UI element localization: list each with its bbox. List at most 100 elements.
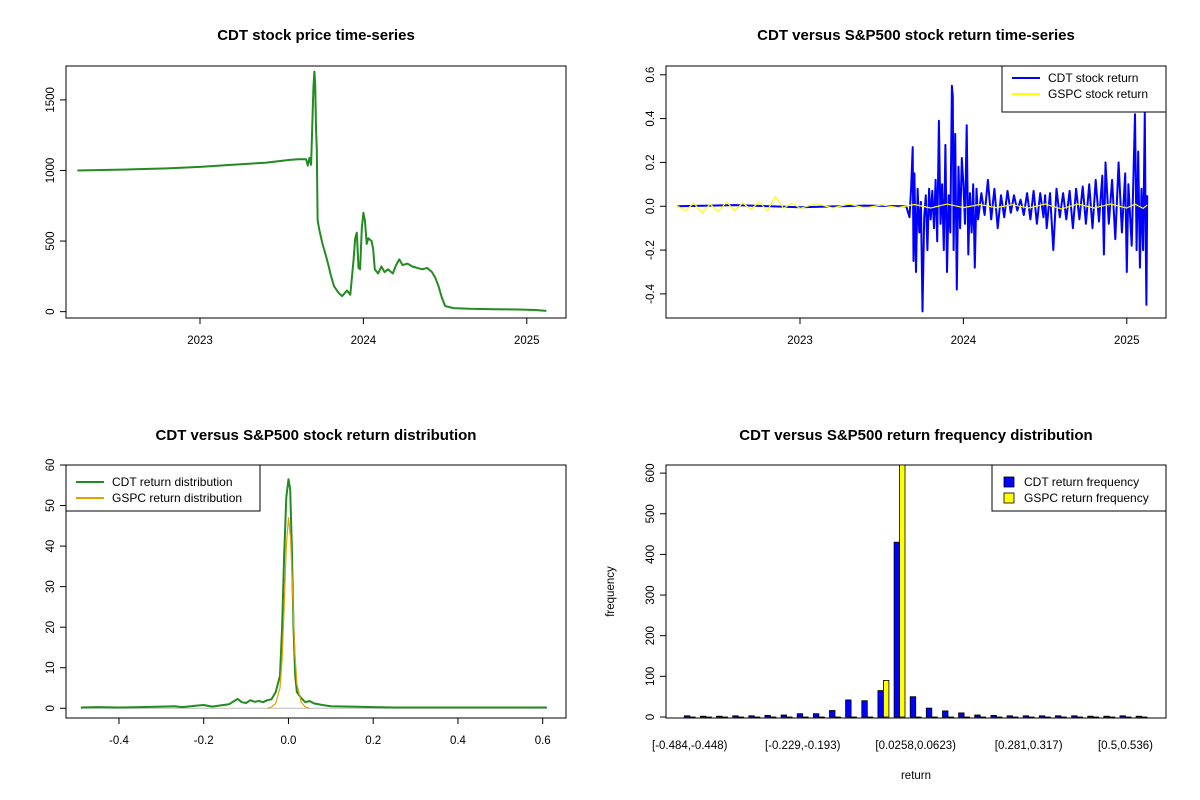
x-tick-label: 2025 — [514, 335, 540, 347]
gspc-return-series-line — [677, 195, 1148, 214]
gspc-frequency-bar — [786, 716, 793, 718]
y-tick-label: 1500 — [45, 87, 57, 113]
cdt-frequency-bar — [974, 714, 981, 718]
x-tick-label: 2024 — [951, 335, 977, 347]
gspc-frequency-bar — [979, 716, 987, 718]
cdt-frequency-bar — [780, 714, 787, 718]
gspc-frequency-bar — [1108, 716, 1116, 718]
y-tick-label: 30 — [45, 580, 57, 593]
y-tick-label: 400 — [645, 545, 657, 564]
y-tick-label: 200 — [645, 626, 657, 645]
gspc-frequency-bar — [915, 716, 922, 718]
y-tick-label: 300 — [645, 585, 657, 604]
gspc-frequency-bar — [1028, 716, 1035, 718]
cdt-frequency-bar — [893, 541, 900, 718]
y-tick-label: -0.4 — [645, 283, 657, 303]
legend-returns: CDT stock return GSPC stock return — [1001, 65, 1167, 113]
cdt-frequency-bar — [1071, 715, 1078, 718]
y-tick-label: 1000 — [45, 158, 57, 184]
gspc-frequency-bar — [947, 716, 954, 718]
y-axis-title: frequency — [605, 566, 617, 617]
gspc-frequency-bar — [883, 680, 890, 718]
x-tick-label: -0.2 — [194, 735, 214, 747]
legend-box — [1001, 65, 1167, 113]
cdt-return-series-line — [677, 84, 1149, 313]
x-tick-label: 0.6 — [535, 735, 551, 747]
chart-title-4: CDT versus S&P500 return frequency distr… — [739, 427, 1092, 444]
y-tick-label: 0 — [645, 714, 657, 720]
cdt-frequency-bar — [1135, 715, 1142, 718]
plot-frame-4 — [665, 464, 1167, 719]
gspc-frequency-bar — [866, 716, 874, 718]
legend-label: CDT return frequency — [1024, 475, 1139, 489]
x-tick-label: 0.0 — [280, 735, 296, 747]
y-tick-label: 60 — [45, 459, 57, 472]
gspc-frequency-bar — [802, 716, 809, 718]
gspc-frequency-bar — [850, 716, 857, 718]
legend-swatch — [1003, 492, 1015, 504]
cdt-frequency-bar — [877, 690, 884, 718]
legend-box — [991, 464, 1167, 512]
y-tick-label: 0.6 — [645, 67, 657, 83]
gspc-frequency-bar — [770, 716, 777, 718]
y-tick-label: 20 — [45, 621, 57, 634]
legend-density: CDT return distribution GSPC return distr… — [65, 464, 261, 512]
x-tick-label: 2025 — [1114, 335, 1140, 347]
plot-frame-1 — [65, 65, 567, 319]
y-tick-label: 0.4 — [645, 110, 657, 127]
gspc-frequency-bar — [818, 716, 825, 718]
gspc-frequency-bar — [721, 716, 728, 718]
gspc-frequency-bar — [689, 716, 696, 718]
legend-label: CDT stock return — [1048, 71, 1138, 85]
gspc-frequency-bar — [931, 716, 938, 718]
chart-title-2: CDT versus S&P500 stock return time-seri… — [757, 27, 1075, 44]
cdt-frequency-bar — [716, 715, 723, 718]
cdt-frequency-bar — [1119, 715, 1126, 718]
cdt-frequency-bar — [909, 696, 917, 718]
y-tick-label: 600 — [645, 464, 657, 483]
cdt-frequency-bar — [925, 707, 933, 718]
cdt-frequency-bar — [829, 710, 836, 718]
gspc-frequency-bar — [737, 716, 745, 718]
gspc-frequency-bar — [1125, 716, 1132, 718]
cdt-frequency-bar — [764, 715, 771, 718]
gspc-frequency-bar — [1012, 716, 1019, 718]
x-tick-label: 2023 — [787, 335, 813, 347]
y-tick-label: 0 — [45, 705, 57, 711]
x-tick-label: 0.4 — [450, 735, 467, 747]
x-tick-label: [-0.484,-0.448) — [652, 740, 728, 752]
plot-frame-3 — [65, 464, 567, 719]
gspc-frequency-bar — [705, 716, 712, 718]
x-tick-label: [0.281,0.317) — [995, 740, 1063, 752]
legend-frequency: CDT return frequency GSPC return frequenc… — [991, 464, 1167, 512]
cdt-frequency-bar — [1038, 715, 1046, 718]
gspc-frequency-bar — [1044, 716, 1051, 718]
legend-label: GSPC return distribution — [112, 491, 242, 505]
x-axis-title: return — [901, 770, 931, 782]
cdt-frequency-bar — [683, 715, 691, 718]
legend-box — [65, 464, 261, 512]
y-tick-label: 500 — [645, 504, 657, 523]
legend-label: GSPC return frequency — [1024, 491, 1149, 505]
cdt-frequency-bar — [748, 715, 755, 718]
legend-label: CDT return distribution — [112, 475, 233, 489]
y-tick-label: 0.0 — [645, 198, 657, 214]
y-tick-label: 0.2 — [645, 154, 657, 170]
cdt-frequency-bar — [796, 713, 804, 718]
cdt-frequency-bar — [700, 715, 707, 718]
gspc-frequency-bar — [963, 716, 970, 718]
cdt-frequency-bar — [958, 712, 965, 718]
y-tick-label: 50 — [45, 499, 57, 512]
gspc-frequency-bar — [1076, 716, 1083, 718]
gspc-frequency-bar — [1092, 716, 1100, 718]
price-series-line — [77, 70, 547, 312]
gspc-frequency-bar — [834, 716, 841, 718]
gspc-density-line — [267, 517, 310, 709]
x-tick-label: 0.2 — [365, 735, 381, 747]
cdt-frequency-bar — [861, 700, 868, 718]
legend-label: GSPC stock return — [1048, 87, 1148, 101]
y-tick-label: -0.2 — [645, 240, 657, 260]
cdt-frequency-bar — [732, 715, 739, 718]
y-tick-label: 500 — [45, 231, 57, 250]
